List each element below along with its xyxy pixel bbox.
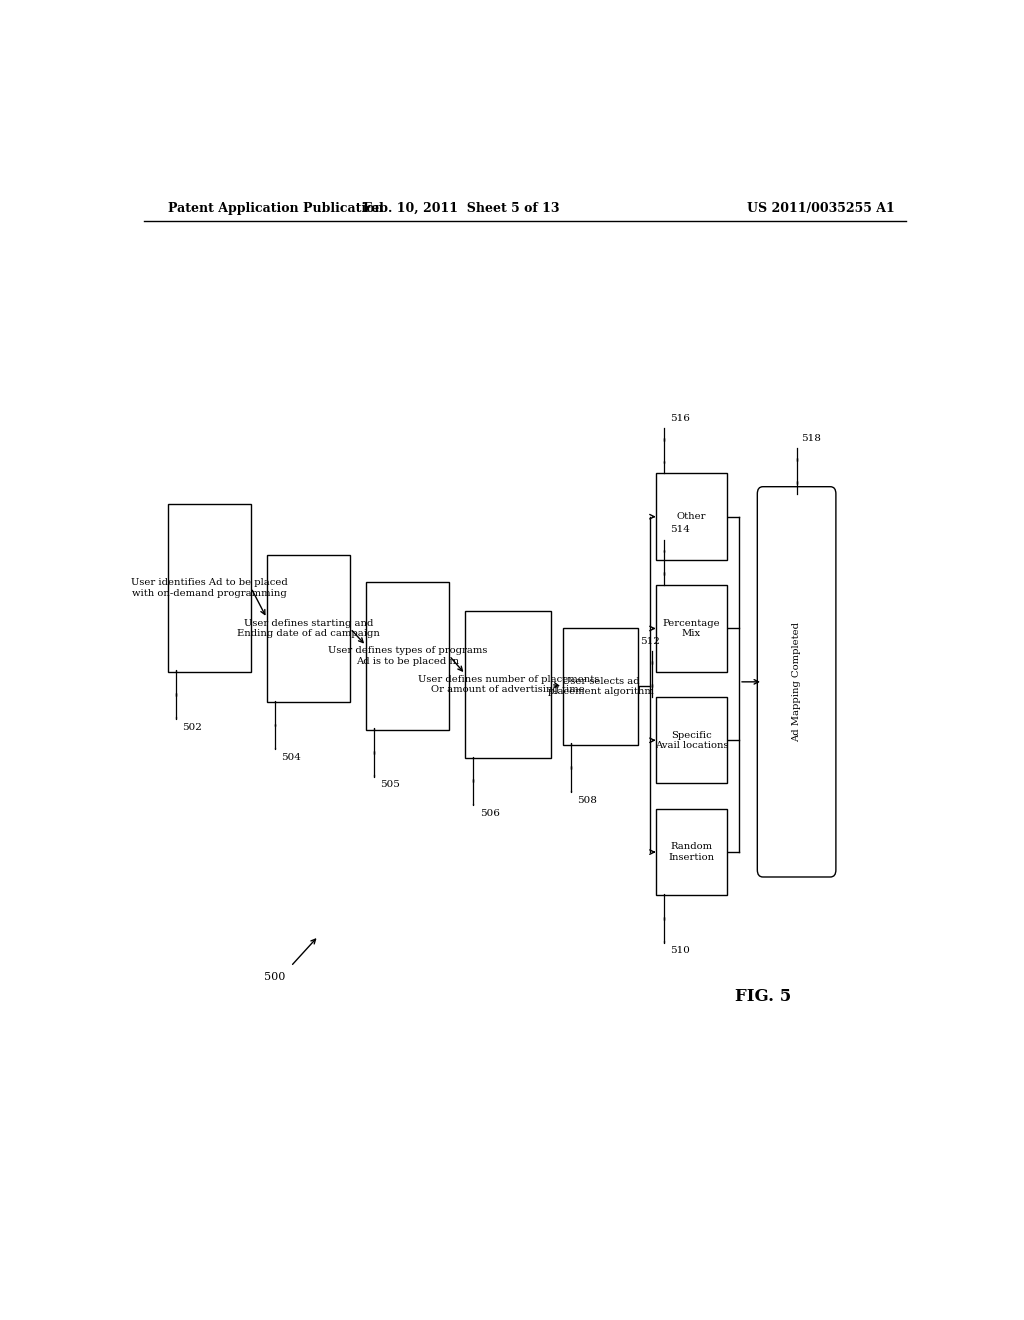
Bar — [267, 554, 350, 702]
Bar — [655, 809, 727, 895]
Bar — [465, 611, 551, 758]
Text: 508: 508 — [578, 796, 597, 805]
Text: 510: 510 — [670, 946, 690, 956]
Text: 514: 514 — [670, 525, 690, 535]
Text: FIG. 5: FIG. 5 — [735, 989, 791, 1006]
Text: 506: 506 — [479, 809, 500, 818]
Text: 500: 500 — [264, 972, 286, 982]
Text: User identifies Ad to be placed
with on-demand programming: User identifies Ad to be placed with on-… — [131, 578, 288, 598]
Bar — [655, 697, 727, 784]
Text: 502: 502 — [182, 722, 202, 731]
Text: Specific
Avail locations: Specific Avail locations — [654, 730, 728, 750]
Text: Random
Insertion: Random Insertion — [669, 842, 715, 862]
FancyBboxPatch shape — [758, 487, 836, 876]
Text: User selects ad
placement algorithm: User selects ad placement algorithm — [548, 677, 653, 696]
Text: 504: 504 — [282, 752, 301, 762]
Text: Other: Other — [677, 512, 707, 521]
Bar — [367, 582, 450, 730]
Text: User defines types of programs
Ad is to be placed in: User defines types of programs Ad is to … — [328, 647, 487, 665]
Bar — [168, 504, 251, 672]
Text: 516: 516 — [670, 413, 690, 422]
Text: Feb. 10, 2011  Sheet 5 of 13: Feb. 10, 2011 Sheet 5 of 13 — [364, 202, 559, 215]
Text: 505: 505 — [380, 780, 400, 789]
Text: US 2011/0035255 A1: US 2011/0035255 A1 — [748, 202, 895, 215]
Text: 512: 512 — [640, 638, 659, 647]
Text: Ad Mapping Completed: Ad Mapping Completed — [793, 622, 801, 742]
Bar — [563, 628, 638, 744]
Bar — [655, 585, 727, 672]
Text: User defines starting and
Ending date of ad campaign: User defines starting and Ending date of… — [238, 619, 380, 638]
Text: Percentage
Mix: Percentage Mix — [663, 619, 720, 638]
Text: Patent Application Publication: Patent Application Publication — [168, 202, 383, 215]
Bar — [655, 474, 727, 560]
Text: User defines number of placements
Or amount of advertising time: User defines number of placements Or amo… — [418, 675, 599, 694]
Text: 518: 518 — [801, 434, 820, 444]
